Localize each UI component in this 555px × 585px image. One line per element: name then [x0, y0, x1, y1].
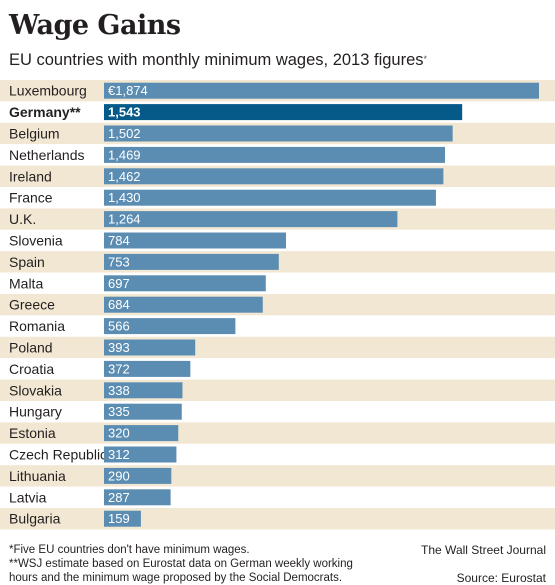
publisher-credit: The Wall Street Journal: [421, 543, 546, 557]
row-background: [0, 422, 555, 444]
row-background: [0, 272, 555, 294]
bar: [104, 425, 179, 442]
source-note: Source: Eurostat: [456, 571, 546, 585]
value-label: 1,264: [108, 212, 141, 227]
value-label: 1,469: [108, 147, 141, 162]
bar: [104, 339, 196, 356]
bar: [104, 232, 286, 249]
value-label: 1,430: [108, 190, 141, 205]
value-label: 1,543: [108, 105, 141, 120]
value-label: 684: [108, 297, 130, 312]
chart-title: Wage Gains: [9, 10, 181, 41]
row-background: [0, 508, 555, 530]
value-label: 335: [108, 404, 130, 419]
value-label: 697: [108, 276, 130, 291]
category-label: Malta: [9, 275, 43, 291]
bar: [104, 253, 279, 270]
value-label: 753: [108, 254, 130, 269]
bar: [104, 403, 182, 420]
bar: [104, 446, 177, 463]
value-label: 312: [108, 447, 130, 462]
bar: [104, 275, 266, 292]
value-label: 287: [108, 490, 130, 505]
chart-subtitle: EU countries with monthly minimum wages,…: [9, 49, 427, 71]
row-background: [0, 486, 555, 508]
row-background: [0, 358, 555, 380]
bar: [104, 211, 398, 228]
category-label: Bulgaria: [9, 511, 61, 527]
bar: [104, 382, 183, 399]
value-label: 784: [108, 233, 130, 248]
value-label: 290: [108, 468, 130, 483]
category-label: Slovakia: [9, 382, 62, 398]
value-label: 320: [108, 426, 130, 441]
category-label: Greece: [9, 297, 55, 313]
category-label: Poland: [9, 340, 53, 356]
value-label: 1,502: [108, 126, 141, 141]
row-background: [0, 465, 555, 487]
row-background: [0, 401, 555, 423]
category-label: Estonia: [9, 425, 56, 441]
row-background: [0, 336, 555, 359]
category-label: Croatia: [9, 361, 54, 377]
category-label: Lithuania: [9, 468, 66, 484]
bar: [104, 125, 453, 142]
bar: [104, 360, 191, 377]
bar: [104, 104, 463, 121]
row-background: [0, 315, 555, 337]
subtitle-text: EU countries with monthly minimum wages,…: [9, 51, 424, 69]
value-label: 338: [108, 383, 130, 398]
category-label: Ireland: [9, 168, 52, 184]
bar: [104, 146, 445, 163]
bar: [104, 296, 263, 313]
bar: [104, 82, 539, 99]
category-label: Romania: [9, 318, 65, 334]
category-label: Netherlands: [9, 147, 85, 163]
footnote-germany-estimate-line1: **WSJ estimate based on Eurostat data on…: [9, 558, 353, 570]
bar-chart: Luxembourg €1,874 Germany** 1,543 Belgium 1,5…: [0, 80, 555, 530]
bar: [104, 318, 236, 335]
bar: [104, 489, 171, 506]
bar: [104, 510, 141, 527]
footnote-no-minimum-wage: *Five EU countries don't have minimum wa…: [9, 544, 250, 556]
bar: [104, 467, 172, 484]
row-background: [0, 379, 555, 401]
category-label: Belgium: [9, 126, 60, 142]
bar: [104, 168, 444, 185]
footnote-germany-estimate-line2: hours and the minimum wage proposed by t…: [9, 572, 343, 584]
category-label: Czech Republic: [9, 447, 107, 463]
value-label: 393: [108, 340, 130, 355]
category-label: Hungary: [9, 404, 62, 420]
row-background: [0, 294, 555, 316]
subtitle-footnote-mark: *: [423, 54, 428, 64]
category-label: U.K.: [9, 211, 36, 227]
category-label: Spain: [9, 254, 45, 270]
bar: [104, 189, 436, 206]
value-label: 159: [108, 511, 130, 526]
category-label: Slovenia: [9, 233, 63, 249]
value-label: 566: [108, 319, 130, 334]
value-label: 1,462: [108, 169, 141, 184]
value-label: 372: [108, 361, 130, 376]
category-label: Latvia: [9, 489, 47, 505]
category-label: France: [9, 190, 53, 206]
value-label: €1,874: [108, 83, 148, 98]
category-label: Germany**: [9, 104, 81, 120]
category-label: Luxembourg: [9, 83, 87, 99]
